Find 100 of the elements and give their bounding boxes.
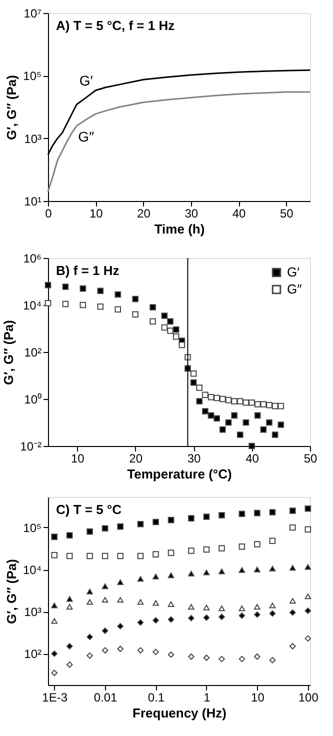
point bbox=[102, 628, 108, 634]
point bbox=[102, 597, 108, 603]
point bbox=[304, 594, 312, 600]
chart-title: B) f = 1 Hz bbox=[56, 263, 120, 278]
x-tick-label: 30 bbox=[187, 452, 202, 466]
point bbox=[260, 426, 267, 433]
point bbox=[188, 614, 194, 622]
point bbox=[152, 551, 159, 558]
point bbox=[304, 564, 312, 570]
point bbox=[238, 544, 246, 550]
point bbox=[254, 604, 260, 610]
x-axis-title: Temperature (°C) bbox=[127, 466, 232, 482]
y-tick-label: 10⁴ bbox=[22, 563, 42, 578]
point bbox=[51, 534, 58, 540]
series-label: G″ bbox=[78, 128, 94, 144]
point bbox=[289, 565, 296, 571]
point bbox=[86, 652, 93, 659]
point bbox=[51, 618, 58, 624]
point bbox=[188, 604, 194, 610]
point bbox=[80, 285, 86, 292]
point bbox=[102, 525, 108, 532]
point bbox=[114, 291, 122, 298]
x-tick-label: 100 bbox=[298, 690, 319, 704]
point bbox=[86, 528, 93, 535]
point bbox=[225, 419, 232, 426]
x-tick-label: 20 bbox=[129, 452, 143, 466]
point bbox=[266, 402, 272, 408]
point bbox=[167, 328, 174, 334]
y-tick-label: 10⁻² bbox=[20, 440, 42, 454]
point bbox=[254, 510, 260, 516]
point bbox=[137, 599, 144, 605]
x-tick-label: 1E-3 bbox=[42, 690, 68, 704]
x-tick-label: 0.1 bbox=[148, 690, 165, 704]
point bbox=[231, 412, 238, 419]
x-tick-label: 50 bbox=[304, 452, 318, 466]
legend-label: G′ bbox=[287, 264, 300, 280]
y-tick-label: 10³ bbox=[24, 132, 42, 146]
point bbox=[51, 552, 58, 558]
point bbox=[196, 384, 203, 391]
y-tick-label: 10¹ bbox=[24, 194, 42, 208]
point bbox=[137, 576, 144, 582]
point bbox=[248, 442, 255, 450]
point bbox=[86, 552, 93, 560]
point bbox=[203, 604, 210, 610]
point bbox=[172, 334, 180, 340]
x-tick-label: 10 bbox=[89, 206, 104, 220]
point bbox=[220, 396, 226, 402]
y-tick-label: 10⁵ bbox=[23, 520, 42, 535]
x-axis-title: Frequency (Hz) bbox=[132, 706, 226, 720]
point bbox=[214, 415, 220, 422]
point bbox=[137, 619, 144, 626]
point bbox=[178, 342, 186, 348]
chart-title: C) T = 5 °C bbox=[56, 502, 122, 517]
chart-title: A) T = 5 °C, f = 1 Hz bbox=[56, 18, 176, 33]
point bbox=[203, 514, 210, 520]
point bbox=[161, 312, 168, 319]
x-tick-label: 0 bbox=[45, 206, 52, 220]
point bbox=[86, 588, 93, 594]
point bbox=[289, 609, 296, 616]
point bbox=[214, 394, 220, 402]
point bbox=[289, 643, 296, 650]
point bbox=[242, 399, 250, 406]
point bbox=[152, 574, 159, 580]
point bbox=[260, 401, 267, 408]
point bbox=[236, 398, 244, 404]
point bbox=[114, 306, 122, 313]
point bbox=[188, 653, 194, 660]
point bbox=[167, 318, 174, 325]
point bbox=[150, 304, 156, 310]
point bbox=[137, 647, 144, 654]
x-tick-label: 10 bbox=[251, 690, 265, 704]
x-tick-label: 1 bbox=[204, 690, 211, 704]
point bbox=[150, 318, 156, 325]
point bbox=[137, 552, 144, 560]
x-tick-label: 20 bbox=[137, 206, 151, 220]
point bbox=[152, 518, 159, 526]
point bbox=[188, 515, 194, 522]
x-tick-label: 30 bbox=[184, 206, 198, 220]
x-tick-label: 40 bbox=[246, 452, 260, 466]
point bbox=[254, 401, 261, 408]
point bbox=[231, 398, 238, 404]
point bbox=[304, 506, 312, 512]
y-tick-label: 10⁷ bbox=[24, 6, 42, 20]
point bbox=[188, 548, 194, 554]
point bbox=[242, 419, 250, 426]
x-tick-label: 40 bbox=[232, 206, 246, 220]
point bbox=[304, 635, 312, 642]
y-axis-title: G′, G″ (Pa) bbox=[4, 75, 20, 140]
x-axis-title: Time (h) bbox=[154, 222, 205, 236]
point bbox=[102, 552, 108, 560]
y-tick-label: 10³ bbox=[24, 605, 42, 620]
point bbox=[254, 653, 260, 660]
point bbox=[132, 311, 138, 318]
y-axis-title: G′, G″ (Pa) bbox=[1, 320, 16, 385]
point bbox=[238, 567, 246, 573]
point bbox=[196, 398, 203, 404]
point bbox=[254, 412, 261, 419]
point bbox=[161, 324, 168, 331]
point bbox=[278, 422, 284, 428]
point bbox=[97, 288, 104, 294]
